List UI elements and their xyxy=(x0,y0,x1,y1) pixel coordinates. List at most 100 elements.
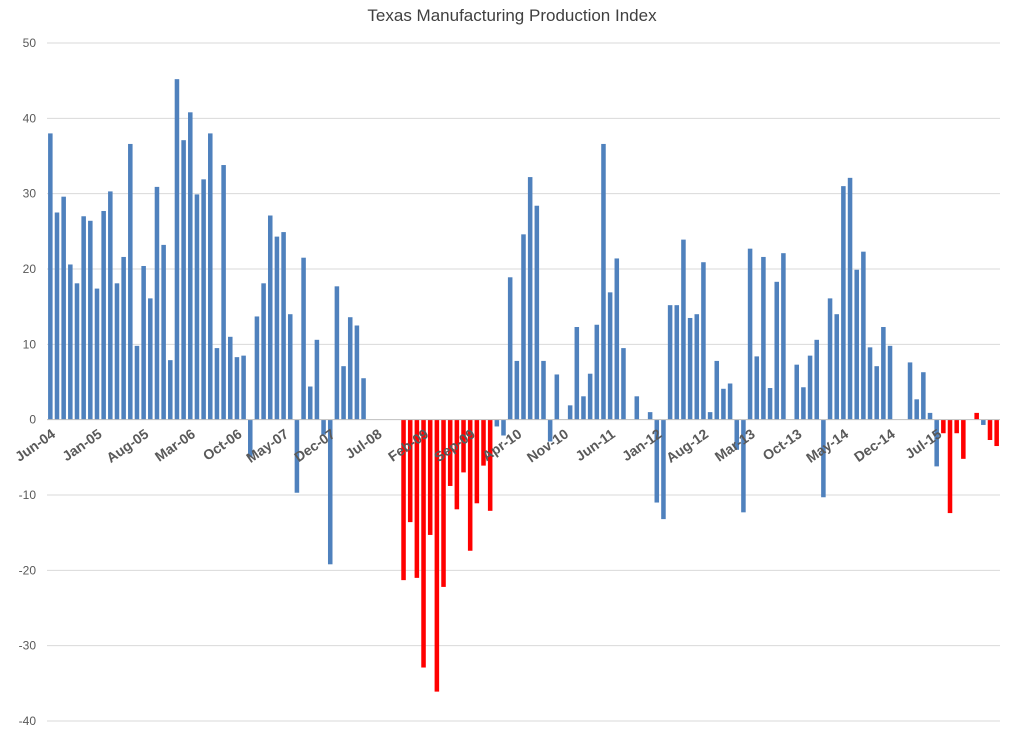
bar xyxy=(261,283,266,420)
bar xyxy=(881,327,886,420)
x-tick-label: Jun-04 xyxy=(12,425,58,464)
bar xyxy=(307,386,313,420)
bar xyxy=(467,419,473,551)
y-tick-label: 40 xyxy=(23,111,37,125)
bar xyxy=(48,133,53,420)
x-tick-label: Oct-06 xyxy=(200,425,245,463)
bar xyxy=(794,364,799,420)
bar xyxy=(574,327,580,420)
bar xyxy=(81,216,86,420)
bar xyxy=(327,419,333,565)
bar xyxy=(741,419,746,513)
bar xyxy=(534,205,540,420)
y-tick-label: -40 xyxy=(19,714,37,728)
bar xyxy=(141,265,146,420)
bar xyxy=(581,396,586,420)
bar xyxy=(228,336,233,420)
bar xyxy=(201,179,206,420)
bar xyxy=(774,281,780,420)
bar xyxy=(647,412,653,420)
y-tick-label: 30 xyxy=(23,187,37,201)
y-tick-label: 10 xyxy=(23,337,37,351)
bar xyxy=(667,305,673,420)
bar xyxy=(334,286,340,420)
bar xyxy=(634,396,640,420)
x-tick-label: May-14 xyxy=(803,425,851,465)
y-tick-label: -10 xyxy=(19,488,37,502)
bar xyxy=(607,292,613,420)
bar xyxy=(134,345,140,420)
bar xyxy=(481,419,486,466)
bar xyxy=(601,143,606,420)
bar xyxy=(714,360,720,420)
x-tick-label: Jul-08 xyxy=(342,425,384,461)
y-tick-label: 50 xyxy=(23,36,37,50)
bar xyxy=(947,419,953,514)
bar xyxy=(781,253,786,420)
y-axis-ticks: 50 40 30 20 10 0 -10 -20 -30 -40 xyxy=(19,36,37,728)
bar xyxy=(861,251,866,420)
bar xyxy=(101,210,106,420)
bar xyxy=(321,419,326,435)
x-tick-label: Jan-05 xyxy=(59,425,105,464)
bar xyxy=(494,419,500,427)
bar xyxy=(801,387,806,420)
x-tick-label: Dec-14 xyxy=(851,425,898,465)
bar xyxy=(194,194,200,420)
bar xyxy=(767,388,773,420)
bar xyxy=(847,177,853,420)
bar xyxy=(867,347,873,420)
bar xyxy=(707,412,713,420)
bar xyxy=(248,419,253,458)
bar xyxy=(661,419,666,520)
bar xyxy=(421,419,426,668)
bar xyxy=(761,256,766,420)
bar xyxy=(954,419,959,434)
bar xyxy=(694,314,700,420)
bar xyxy=(274,236,280,420)
bar xyxy=(414,419,420,578)
chart-title: Texas Manufacturing Production Index xyxy=(367,6,657,25)
bar xyxy=(234,357,240,420)
bar xyxy=(74,283,80,420)
bar xyxy=(567,405,573,420)
bar xyxy=(181,140,186,420)
x-tick-label: Aug-05 xyxy=(103,425,151,465)
bar xyxy=(354,325,360,420)
bar xyxy=(454,419,460,510)
bar xyxy=(807,355,813,420)
bar xyxy=(361,378,366,420)
bar xyxy=(934,419,939,467)
bar xyxy=(188,112,193,420)
bar xyxy=(474,419,480,504)
bar xyxy=(674,305,680,420)
bar xyxy=(987,419,993,441)
bar xyxy=(154,186,160,420)
bar xyxy=(427,419,433,535)
bar xyxy=(734,419,740,450)
bar xyxy=(341,366,346,420)
bar xyxy=(487,419,493,511)
x-tick-label: Aug-12 xyxy=(663,425,711,465)
x-tick-label: Oct-13 xyxy=(760,425,805,463)
bar xyxy=(447,419,453,486)
bar xyxy=(921,372,926,420)
bar xyxy=(701,262,706,420)
y-tick-label: 0 xyxy=(29,413,36,427)
bar xyxy=(108,191,113,420)
bar xyxy=(347,317,353,420)
x-tick-label: Jun-11 xyxy=(572,425,618,464)
bar xyxy=(88,220,93,420)
x-tick-label: Mar-06 xyxy=(152,425,198,464)
bar xyxy=(874,366,879,420)
y-tick-label: -20 xyxy=(19,563,37,577)
bar xyxy=(974,412,979,420)
bar xyxy=(941,419,946,434)
bar xyxy=(214,348,220,420)
bar xyxy=(128,143,133,420)
bar xyxy=(814,339,819,420)
bar xyxy=(887,345,893,420)
bar xyxy=(301,257,306,420)
bar xyxy=(587,373,593,420)
bar xyxy=(254,316,260,420)
